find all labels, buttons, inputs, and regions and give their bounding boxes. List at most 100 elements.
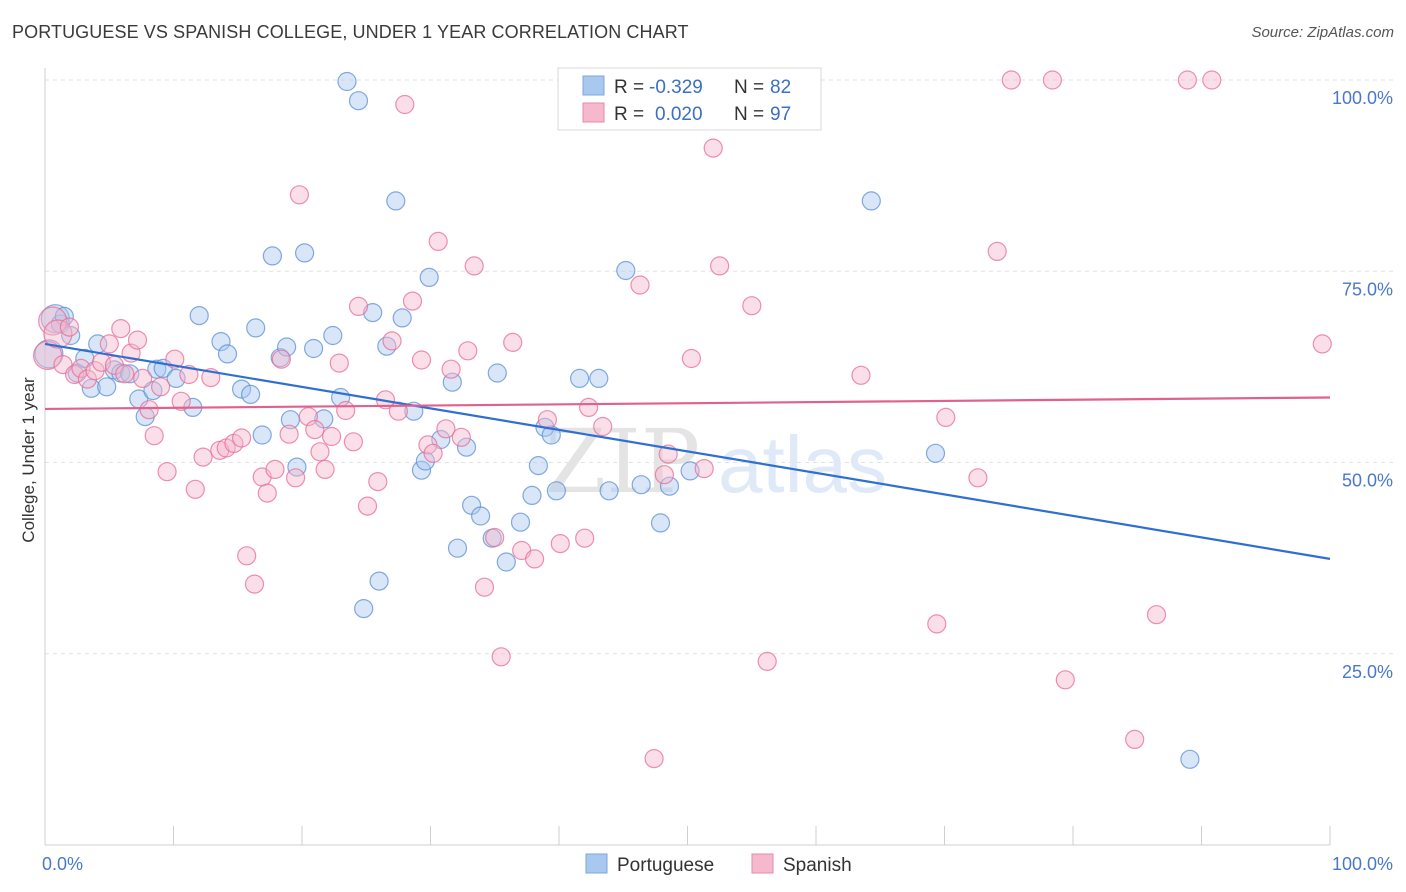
spanish-point bbox=[630, 275, 650, 295]
portuguese-point bbox=[680, 461, 700, 481]
x-axis-ticks bbox=[173, 826, 1331, 845]
spanish-point bbox=[322, 426, 342, 447]
spanish-point bbox=[703, 138, 723, 158]
spanish-point bbox=[59, 317, 80, 337]
portuguese-point bbox=[369, 571, 389, 591]
portuguese-point bbox=[546, 481, 567, 501]
y-tick-label-50: 50.0% bbox=[1342, 471, 1393, 491]
portuguese-point bbox=[528, 456, 549, 476]
portuguese-point bbox=[471, 506, 491, 526]
portuguese-point bbox=[211, 332, 231, 352]
spanish-point bbox=[436, 419, 456, 439]
stats-n-label-portuguese: N = bbox=[734, 77, 764, 98]
portuguese-point bbox=[377, 336, 397, 356]
chart-source: Source: ZipAtlas.com bbox=[1251, 24, 1394, 41]
spanish-point bbox=[474, 577, 495, 597]
portuguese-point bbox=[616, 260, 636, 281]
portuguese-point bbox=[166, 368, 186, 388]
portuguese-point bbox=[589, 368, 609, 388]
portuguese-point bbox=[650, 513, 671, 533]
spanish-point bbox=[185, 479, 205, 499]
gridlines bbox=[45, 79, 1395, 655]
stats-r-value-spanish: 0.020 bbox=[655, 104, 703, 125]
portuguese-point bbox=[337, 71, 357, 92]
portuguese-point bbox=[659, 476, 680, 496]
stats-legend-swatch-portuguese bbox=[582, 75, 605, 96]
spanish-point bbox=[111, 319, 131, 339]
spanish-point bbox=[232, 428, 252, 448]
spanish-point bbox=[286, 468, 306, 488]
y-tick-label-25: 25.0% bbox=[1342, 662, 1393, 682]
portuguese-point bbox=[631, 475, 651, 495]
portuguese-point bbox=[323, 325, 343, 346]
x-tick-label-max: 100.0% bbox=[1332, 854, 1393, 874]
spanish-point bbox=[927, 614, 947, 634]
portuguese-point bbox=[447, 538, 468, 558]
portuguese-point bbox=[363, 303, 383, 323]
spanish-point bbox=[402, 291, 423, 311]
portuguese-point bbox=[295, 243, 315, 263]
spanish-point bbox=[451, 427, 471, 447]
spanish-point bbox=[265, 459, 285, 479]
spanish-point bbox=[1125, 729, 1145, 750]
spanish-point bbox=[237, 546, 257, 566]
stats-n-value-spanish: 97 bbox=[770, 104, 791, 125]
y-axis-tick-labels: 25.0% 50.0% 75.0% 100.0% bbox=[1332, 88, 1393, 682]
spanish-trend-line bbox=[44, 396, 1331, 411]
portuguese-point bbox=[541, 425, 561, 445]
portuguese-point bbox=[415, 451, 435, 471]
watermark-atlas: atlas bbox=[718, 420, 887, 509]
spanish-point bbox=[315, 459, 335, 479]
spanish-point bbox=[1042, 70, 1063, 90]
spanish-point bbox=[1001, 70, 1021, 90]
spanish-point bbox=[99, 334, 119, 354]
spanish-point bbox=[441, 359, 461, 379]
portuguese-point bbox=[241, 384, 261, 404]
portuguese-points bbox=[34, 71, 1200, 769]
spanish-point bbox=[491, 647, 511, 667]
spanish-point bbox=[305, 420, 325, 440]
spanish-point bbox=[289, 185, 309, 205]
portuguese-point bbox=[217, 344, 238, 364]
spanish-point bbox=[1146, 605, 1167, 625]
spanish-point bbox=[368, 472, 388, 492]
spanish-point bbox=[193, 447, 213, 467]
portuguese-point bbox=[34, 339, 64, 369]
spanish-point bbox=[271, 349, 291, 369]
spanish-point bbox=[115, 364, 135, 384]
portuguese-point bbox=[354, 598, 374, 619]
spanish-point bbox=[348, 296, 369, 316]
portuguese-point bbox=[392, 308, 412, 328]
spanish-point bbox=[968, 468, 988, 488]
series-legend: Portuguese Spanish bbox=[585, 853, 852, 876]
spanish-point bbox=[244, 574, 265, 594]
portuguese-point bbox=[522, 485, 542, 505]
spanish-point bbox=[503, 332, 523, 352]
spanish-point bbox=[411, 350, 432, 370]
portuguese-point bbox=[262, 246, 282, 266]
spanish-point bbox=[1055, 670, 1075, 690]
spanish-point bbox=[575, 528, 595, 548]
portuguese-point bbox=[246, 318, 266, 338]
stats-legend-swatch-spanish bbox=[582, 102, 605, 123]
portuguese-point bbox=[252, 425, 272, 445]
x-tick-label-min: 0.0% bbox=[42, 854, 83, 874]
spanish-point bbox=[343, 432, 363, 452]
spanish-point bbox=[257, 483, 277, 503]
portuguese-point bbox=[304, 338, 324, 359]
portuguese-point bbox=[456, 437, 477, 457]
spanish-point bbox=[458, 341, 478, 361]
spanish-point bbox=[464, 256, 484, 276]
portuguese-point bbox=[510, 512, 531, 532]
portuguese-point bbox=[411, 460, 432, 480]
spanish-point bbox=[139, 400, 159, 420]
spanish-point bbox=[593, 416, 613, 437]
portuguese-point bbox=[569, 368, 590, 388]
portuguese-point bbox=[487, 363, 507, 383]
portuguese-point bbox=[861, 191, 881, 211]
portuguese-point bbox=[386, 191, 406, 211]
spanish-points bbox=[32, 70, 1332, 769]
spanish-point bbox=[144, 426, 164, 446]
spanish-point bbox=[165, 349, 185, 369]
portuguese-point bbox=[348, 91, 369, 111]
